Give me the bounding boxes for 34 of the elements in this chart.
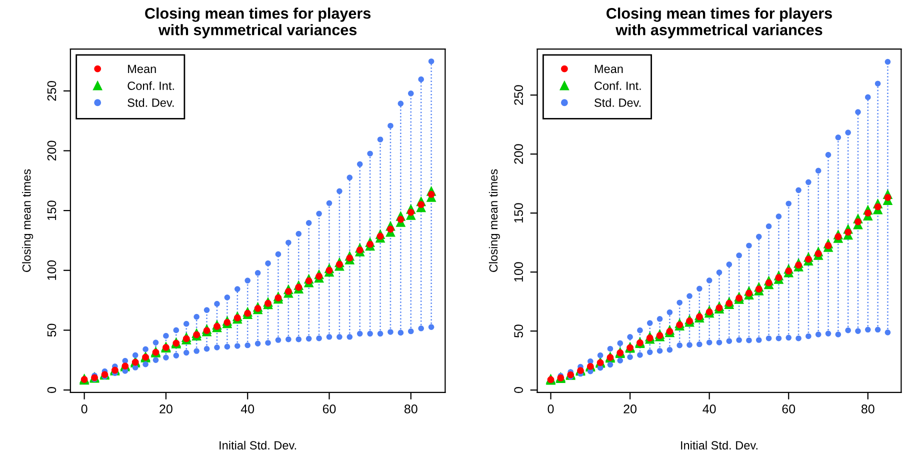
x-tick-label: 40 xyxy=(240,404,254,414)
y-axis-title: Closing mean times xyxy=(22,169,34,272)
y-tick-label: 250 xyxy=(514,85,524,105)
x-tick-label: 80 xyxy=(404,404,418,414)
legend-label: Mean xyxy=(594,64,623,74)
x-tick-label: 0 xyxy=(81,404,88,414)
y-tick-label: 50 xyxy=(47,324,56,337)
chart-title: Closing mean times for players with symmetrical variances xyxy=(145,8,371,38)
x-axis-title: Initial Std. Dev. xyxy=(681,440,758,450)
y-tick-label: 200 xyxy=(514,144,524,164)
y-tick-label: 150 xyxy=(514,203,524,223)
y-tick-label: 0 xyxy=(514,387,524,394)
y-tick-label: 150 xyxy=(47,200,56,220)
legend-label: Mean xyxy=(128,64,156,74)
legend-label: Std. Dev. xyxy=(594,98,641,107)
x-tick-label: 20 xyxy=(624,404,637,414)
y-axis-title: Closing mean times xyxy=(488,169,500,272)
y-tick-label: 250 xyxy=(47,80,56,101)
legend-label: Conf. Int. xyxy=(128,81,174,90)
x-tick-label: 20 xyxy=(160,404,172,414)
y-tick-label: 0 xyxy=(47,387,56,393)
x-tick-label: 60 xyxy=(322,404,336,414)
y-tick-label: 100 xyxy=(514,262,524,282)
x-axis-title: Initial Std. Dev. xyxy=(220,440,296,450)
x-tick-label: 0 xyxy=(548,404,554,414)
chart-title: Closing mean times for players with asymmetrical variances xyxy=(606,8,832,38)
y-tick-label: 50 xyxy=(514,324,524,338)
y-tick-label: 100 xyxy=(47,260,56,280)
y-tick-label: 200 xyxy=(47,140,56,161)
legend-label: Conf. Int. xyxy=(594,81,641,90)
x-tick-label: 40 xyxy=(702,404,716,414)
x-tick-label: 60 xyxy=(782,404,796,414)
x-tick-label: 80 xyxy=(861,404,874,414)
legend-label: Std. Dev. xyxy=(128,98,174,107)
